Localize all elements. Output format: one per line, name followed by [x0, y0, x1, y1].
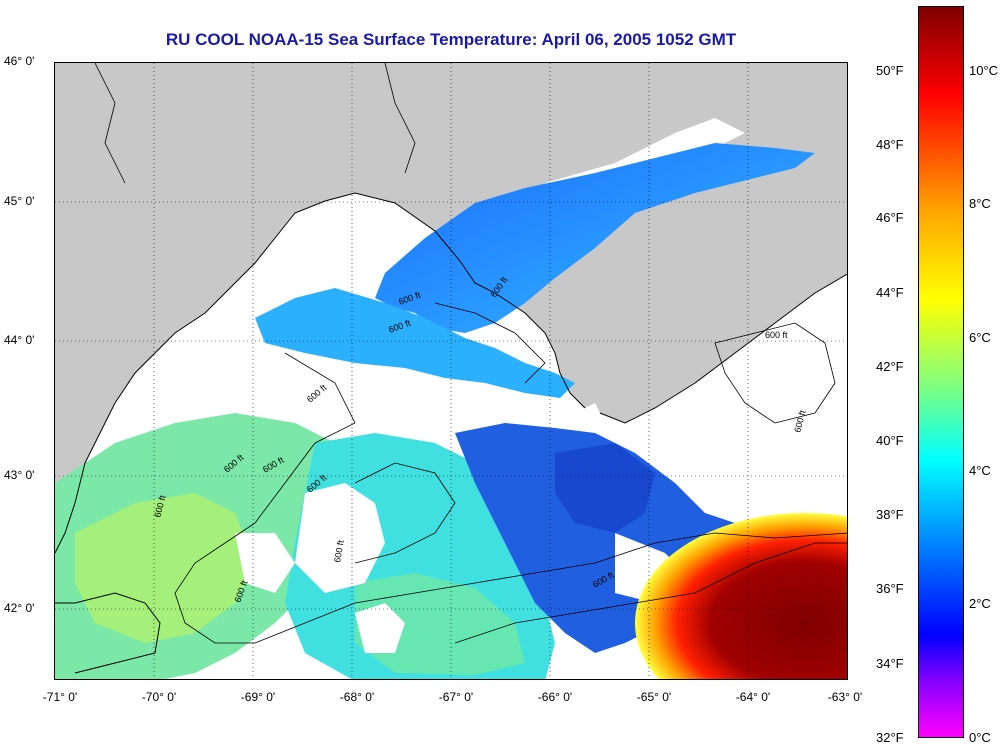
colorbar-tick-f: 36°F — [876, 581, 904, 596]
colorbar-tick-f: 50°F — [876, 63, 904, 78]
colorbar-tick-f: 40°F — [876, 433, 904, 448]
lat-label-43: 43° 0' — [4, 468, 35, 482]
colorbar-tick-c: 8°C — [969, 196, 991, 211]
sst-map-canvas: 600 ft 600 ft 600 ft 600 ft 600 ft 600 f… — [55, 63, 847, 679]
map-title: RU COOL NOAA-15 Sea Surface Temperature:… — [165, 30, 737, 49]
coastal-water — [255, 288, 575, 398]
colorbar-tick-f: 38°F — [876, 507, 904, 522]
lon-label-68: -68° 0' — [339, 690, 375, 704]
colorbar-tick-c: 2°C — [969, 596, 991, 611]
lon-label-70: -70° 0' — [141, 690, 177, 704]
lon-label-64: -64° 0' — [735, 690, 771, 704]
bay-of-fundy-water — [375, 143, 815, 333]
warm-water — [635, 513, 847, 679]
lon-label-65: -65° 0' — [636, 690, 672, 704]
lon-label-63: -63° 0' — [827, 690, 863, 704]
lon-label-67: -67° 0' — [438, 690, 474, 704]
contour-label: 600 ft — [765, 330, 788, 340]
graticule — [55, 63, 847, 679]
colorbar-tick-c: 4°C — [969, 463, 991, 478]
lon-label-66: -66° 0' — [537, 690, 573, 704]
colorbar-tick-f: 32°F — [876, 730, 904, 745]
lon-label-71: -71° 0' — [42, 690, 78, 704]
depth-contour — [174, 352, 356, 644]
land-nova-scotia-peninsula — [575, 233, 847, 423]
colorbar-tick-c: 0°C — [969, 730, 991, 745]
lat-label-45: 45° 0' — [4, 194, 35, 208]
colorbar-tick-f: 46°F — [876, 210, 904, 225]
colorbar-tick-f: 48°F — [876, 137, 904, 152]
colorbar-tick-c: 10°C — [969, 63, 999, 78]
coastline — [55, 192, 586, 554]
lat-label-44: 44° 0' — [4, 333, 35, 347]
colorbar-tick-c: 6°C — [969, 330, 991, 345]
sst-map[interactable]: 600 ft 600 ft 600 ft 600 ft 600 ft 600 f… — [54, 62, 848, 680]
contour-label: 600 ft — [332, 539, 346, 563]
lon-label-69: -69° 0' — [240, 690, 276, 704]
lat-label-46: 46° 0' — [4, 54, 35, 68]
lat-label-42: 42° 0' — [4, 601, 35, 615]
colorbar-tick-f: 34°F — [876, 656, 904, 671]
colorbar-tick-f: 44°F — [876, 285, 904, 300]
temperature-colorbar — [918, 6, 964, 738]
colorbar-tick-f: 42°F — [876, 359, 904, 374]
